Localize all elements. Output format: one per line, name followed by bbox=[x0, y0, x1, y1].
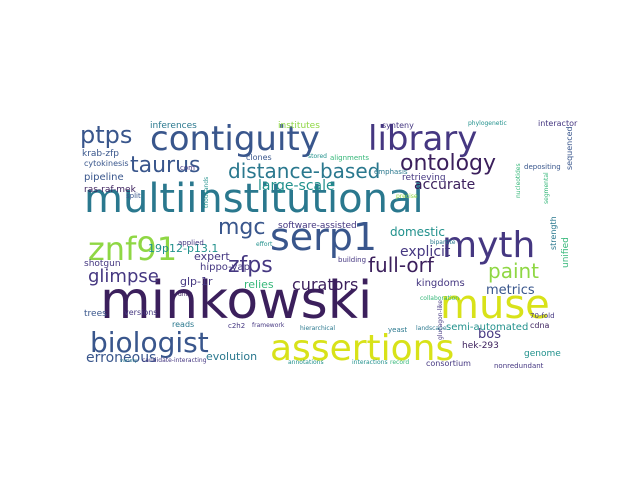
cloud-word: stored bbox=[308, 153, 327, 160]
cloud-word: distance-based bbox=[228, 159, 380, 183]
cloud-word: accurate bbox=[414, 177, 475, 193]
cloud-word: multiinstitutional bbox=[84, 176, 424, 222]
cloud-word: cdna bbox=[530, 321, 550, 330]
cloud-word: sequenced bbox=[565, 126, 574, 170]
cloud-word: krab-zfp bbox=[82, 149, 119, 159]
cloud-word: collaboration bbox=[420, 295, 459, 302]
cloud-word: kingdoms bbox=[416, 278, 465, 289]
cloud-word: clones bbox=[246, 153, 272, 162]
cloud-word: library bbox=[368, 119, 477, 159]
cloud-word: ptps bbox=[80, 121, 132, 149]
cloud-word: alignments bbox=[330, 154, 369, 162]
cloud-word: shotgun bbox=[84, 259, 121, 269]
cloud-word: interactions bbox=[352, 359, 388, 366]
cloud-word: muse bbox=[440, 282, 550, 328]
cloud-word: thousands bbox=[203, 177, 210, 208]
cloud-word: explicit bbox=[400, 244, 451, 260]
cloud-word: unified bbox=[561, 237, 571, 268]
cloud-word: pipeline bbox=[84, 172, 124, 183]
cloud-word: variety bbox=[120, 358, 138, 364]
cloud-word: expert bbox=[194, 250, 230, 263]
cloud-word: institutes bbox=[278, 121, 320, 131]
cloud-word: zfps bbox=[228, 253, 273, 278]
cloud-word: cytokinesis bbox=[84, 159, 129, 168]
cloud-word: glp-1r bbox=[180, 275, 213, 288]
cloud-word: bos bbox=[478, 327, 501, 342]
cloud-word: genome bbox=[524, 349, 561, 359]
cloud-word: ontology bbox=[400, 151, 496, 176]
cloud-word: depositing bbox=[524, 163, 561, 171]
cloud-word: contiguity bbox=[150, 119, 320, 159]
cloud-word: applied bbox=[178, 239, 204, 247]
cloud-word: biologist bbox=[90, 326, 209, 359]
cloud-word: annotations bbox=[288, 359, 324, 366]
cloud-word: c2h2 bbox=[228, 322, 245, 330]
cloud-word: retrieving bbox=[402, 173, 446, 183]
cloud-word: versions bbox=[124, 308, 157, 317]
cloud-word: glimpse bbox=[88, 266, 159, 287]
cloud-word: split bbox=[126, 192, 141, 200]
cloud-word: mgc bbox=[218, 215, 266, 240]
cloud-word: synteny bbox=[382, 121, 414, 130]
cloud-word: yeast bbox=[388, 326, 407, 334]
cloud-word: reads bbox=[172, 320, 194, 329]
cloud-word: candidate-interacting bbox=[142, 357, 207, 364]
cloud-word: paint bbox=[488, 259, 539, 283]
cloud-word: domestic bbox=[390, 225, 445, 239]
cloud-word: bipartite bbox=[430, 239, 456, 246]
cloud-word: znf91 bbox=[88, 230, 177, 268]
cloud-word: hippo-yap bbox=[200, 262, 250, 273]
cloud-word: serp1 bbox=[270, 215, 377, 259]
cloud-word: segmental bbox=[543, 172, 550, 204]
cloud-word: building bbox=[338, 256, 366, 264]
cloud-word: glucagon-like bbox=[437, 300, 444, 340]
cloud-word: inferences bbox=[150, 121, 197, 131]
cloud-word: assertions bbox=[270, 328, 454, 369]
cloud-word: large-scale bbox=[258, 178, 335, 194]
cloud-word: evolution bbox=[206, 350, 257, 363]
cloud-word: 70-fold bbox=[530, 312, 555, 320]
cloud-word: minkowski bbox=[100, 271, 372, 331]
cloud-word: emphasis bbox=[374, 168, 408, 176]
cloud-word: precise bbox=[396, 193, 418, 200]
cloud-word: phylogenetic bbox=[468, 120, 507, 127]
cloud-word: com bbox=[180, 164, 195, 172]
cloud-word: record bbox=[390, 359, 409, 366]
cloud-word: strength bbox=[549, 216, 558, 250]
cloud-word: myth bbox=[442, 225, 535, 266]
cloud-word: nucleotides bbox=[515, 163, 522, 198]
cloud-word: curators bbox=[292, 275, 358, 294]
cloud-word: erroneous bbox=[86, 350, 156, 366]
cloud-word: consortium bbox=[426, 359, 471, 368]
cloud-word: interactor bbox=[538, 119, 578, 128]
cloud-word: landscape bbox=[416, 325, 447, 332]
cloud-word: dnas bbox=[178, 291, 192, 298]
cloud-word: framework bbox=[252, 322, 285, 329]
cloud-word: ras-raf-mek bbox=[84, 185, 137, 195]
cloud-word: software-assisted bbox=[278, 221, 357, 231]
cloud-word: trees bbox=[84, 309, 107, 319]
cloud-word: effort bbox=[256, 241, 273, 248]
cloud-word: hierarchical bbox=[300, 325, 335, 332]
cloud-word: nonredundant bbox=[494, 362, 544, 370]
cloud-word: full-orf bbox=[368, 253, 435, 277]
cloud-word: taurus bbox=[130, 153, 201, 178]
cloud-word: hek-293 bbox=[462, 341, 499, 351]
cloud-word: metrics bbox=[486, 283, 535, 298]
cloud-word: semi-automated bbox=[446, 322, 528, 333]
cloud-word: relies bbox=[244, 278, 274, 291]
cloud-word: 19p12-p13.1 bbox=[148, 242, 218, 255]
